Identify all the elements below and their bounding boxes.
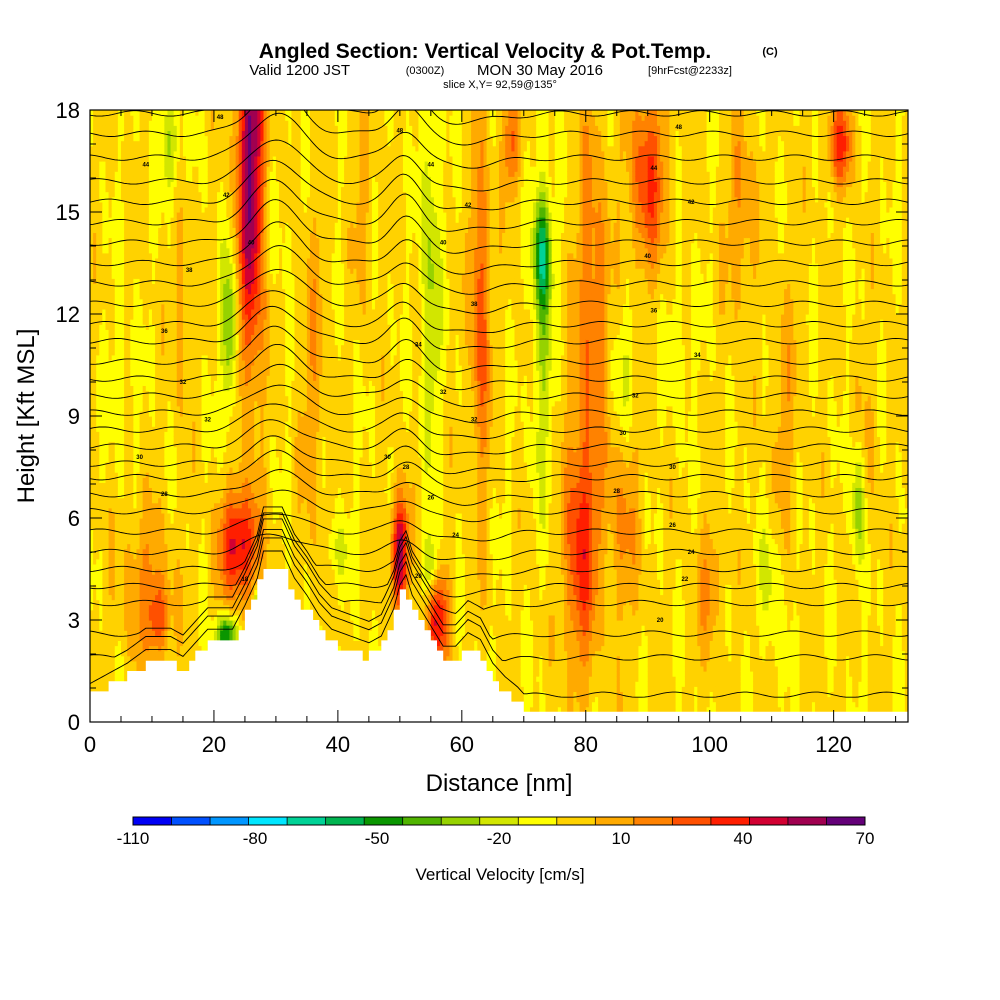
chart-title: Angled Section: Vertical Velocity & Pot.… bbox=[259, 40, 711, 63]
title-units: (C) bbox=[762, 46, 778, 58]
subtitle-utc: (0300Z) bbox=[406, 65, 445, 77]
velocity-field bbox=[90, 110, 909, 723]
subtitle-forecast: [9hrFcst@2233z] bbox=[648, 65, 732, 77]
subtitle-date: MON 30 May 2016 bbox=[477, 62, 603, 79]
slice-label: slice X,Y= 92,59@135° bbox=[443, 79, 557, 91]
subtitle-valid: Valid 1200 JST bbox=[249, 62, 350, 79]
